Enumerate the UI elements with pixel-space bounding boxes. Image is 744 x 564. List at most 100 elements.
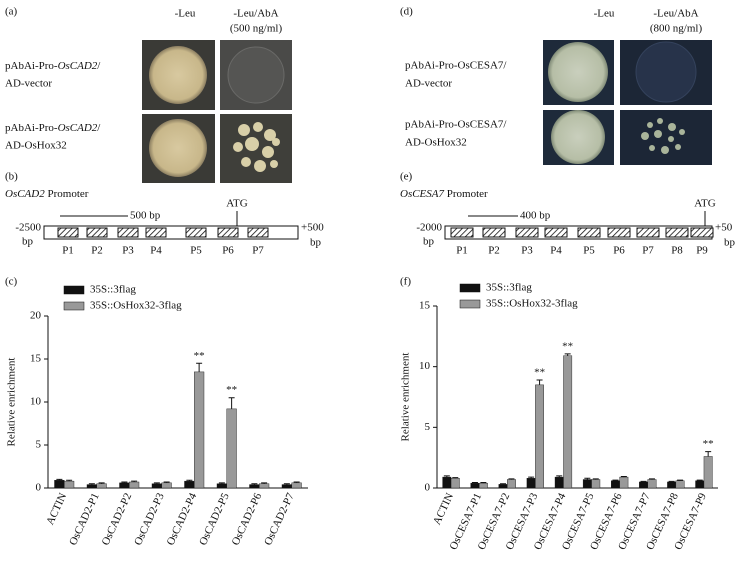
bar — [591, 479, 601, 489]
bar — [86, 484, 97, 489]
bar — [703, 456, 713, 489]
element-label: P1 — [62, 245, 74, 257]
bar — [226, 408, 237, 489]
bar — [442, 476, 452, 489]
legend-swatch — [459, 283, 481, 293]
construct-gene: OsCAD2 — [58, 122, 98, 134]
row-label: pAbAi-Pro-OsCESA7/ — [405, 119, 507, 131]
error-bar — [536, 379, 543, 385]
cis-element — [577, 227, 601, 238]
scale-label: 500 bp — [130, 210, 161, 222]
cis-element — [57, 227, 79, 238]
x-tick-label: ACTIN — [44, 491, 69, 527]
significance: ** — [703, 438, 714, 450]
bar — [498, 484, 508, 489]
column-header: (500 ng/ml) — [230, 23, 283, 35]
bar — [216, 483, 227, 489]
legend-swatch — [63, 301, 85, 311]
legend-label: 35S::OsHox32-3flag — [486, 298, 578, 310]
bar — [478, 482, 488, 489]
bar — [151, 483, 162, 489]
error-bar — [471, 482, 478, 484]
element-label: P6 — [613, 245, 625, 257]
cis-element — [86, 227, 108, 238]
cis-element — [185, 227, 207, 238]
element-label: P9 — [696, 245, 708, 257]
bar — [291, 482, 302, 489]
x-tick-label: OsCAD2-P1 — [67, 491, 102, 547]
error-bar — [452, 477, 459, 479]
y-tick-label: 15 — [419, 300, 431, 312]
element-label: P2 — [91, 245, 103, 257]
panel-label: (d) — [400, 6, 413, 18]
x-tick-label: OsCAD2-P4 — [165, 491, 200, 547]
start-label: -2000 — [416, 222, 442, 234]
promoter-word: Promoter — [47, 188, 88, 200]
gene-name: OsCESA7 — [400, 188, 445, 200]
significance: ** — [534, 367, 545, 379]
element-label: P5 — [583, 245, 595, 257]
construct-suffix: / — [97, 60, 101, 72]
element-label: P4 — [550, 245, 562, 257]
bar — [611, 480, 620, 489]
error-bar — [186, 479, 193, 482]
panel-label: (f) — [400, 276, 411, 288]
y-tick-label: 10 — [419, 360, 431, 372]
bar — [450, 478, 460, 489]
element-label: P3 — [521, 245, 533, 257]
bar — [535, 384, 544, 489]
cis-element — [544, 227, 568, 238]
error-bar — [218, 482, 225, 484]
bar — [695, 480, 705, 489]
error-bar — [612, 479, 619, 481]
error-bar — [443, 475, 450, 478]
cis-element — [515, 227, 539, 238]
column-header: -Leu — [175, 8, 196, 20]
y-tick-label: 15 — [30, 353, 42, 365]
start-label: -2500 — [15, 222, 41, 234]
significance: ** — [226, 384, 237, 396]
gene-name: OsCAD2 — [5, 188, 45, 200]
row-label: AD-OsHox32 — [405, 137, 467, 149]
element-label: P6 — [222, 245, 234, 257]
bar — [647, 479, 657, 489]
error-bar — [564, 353, 571, 356]
row-label: pAbAi-Pro-OsCESA7/ — [405, 60, 507, 72]
photo-grid-d — [543, 40, 712, 165]
error-bar — [668, 480, 675, 482]
error-bar — [88, 483, 95, 485]
element-label: P4 — [150, 245, 162, 257]
significance: ** — [194, 350, 205, 362]
y-axis-label: Relative enrichment — [400, 353, 412, 442]
error-bar — [500, 483, 507, 485]
column-header: -Leu/AbA — [653, 8, 698, 20]
bar — [129, 481, 140, 489]
end-label: +500 — [301, 222, 324, 234]
bar — [526, 478, 536, 489]
bar — [507, 479, 516, 489]
bar — [582, 479, 592, 489]
error-bar — [196, 362, 203, 372]
x-tick-label: OsCAD2-P7 — [262, 491, 297, 547]
error-bar — [528, 476, 535, 479]
x-tick-label: OsCAD2-P2 — [100, 491, 135, 547]
error-bar — [153, 482, 160, 484]
element-label: P3 — [122, 245, 134, 257]
row-label: AD-vector — [5, 78, 52, 90]
bar — [259, 483, 270, 489]
legend-swatch — [63, 285, 85, 295]
construct-prefix: pAbAi-Pro- — [5, 60, 58, 72]
element-label: P1 — [456, 245, 468, 257]
panel-label: (c) — [5, 276, 18, 288]
error-bar — [620, 475, 627, 478]
bar — [54, 480, 65, 489]
photo-grid-a — [142, 40, 292, 183]
cis-element — [117, 227, 139, 238]
bar — [619, 476, 629, 489]
panel-label: (b) — [5, 171, 18, 183]
cis-element — [145, 227, 167, 238]
y-tick-label: 5 — [36, 439, 42, 451]
bar — [675, 480, 685, 489]
construct-suffix: / — [97, 122, 101, 134]
atg-label: ATG — [226, 198, 247, 210]
